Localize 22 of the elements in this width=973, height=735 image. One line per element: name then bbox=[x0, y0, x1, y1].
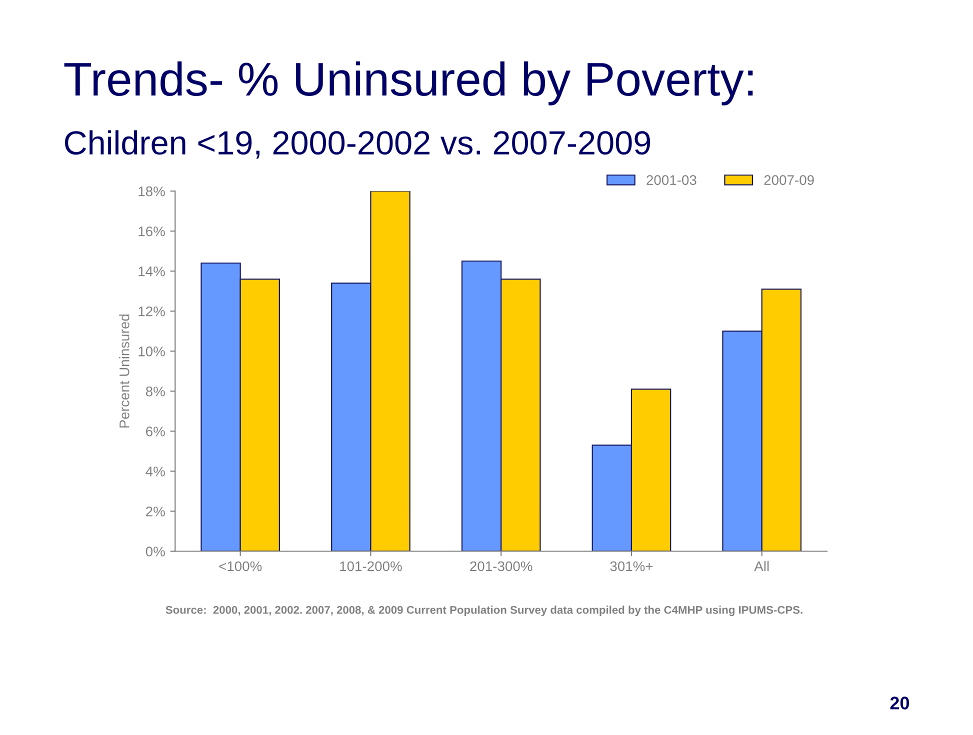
y-tick-label: 6% bbox=[146, 426, 165, 436]
x-tick-label: 201-300% bbox=[470, 561, 532, 572]
y-tick-label: 10% bbox=[138, 346, 165, 356]
y-tick-label: 8% bbox=[146, 386, 165, 396]
y-tick-label: 0% bbox=[146, 546, 165, 556]
y-tick-label: 12% bbox=[138, 306, 165, 316]
y-tick-label: 18% bbox=[138, 186, 165, 196]
legend-label: 2001-03 bbox=[646, 175, 696, 185]
chart-title: Trends- % Uninsured by Poverty: bbox=[64, 61, 753, 106]
y-tick-label: 14% bbox=[138, 266, 165, 276]
y-tick-label: 4% bbox=[146, 466, 165, 476]
x-tick-label: 301%+ bbox=[610, 561, 653, 572]
y-axis-title: Percent Uninsured bbox=[119, 314, 130, 428]
y-tick-label: 16% bbox=[138, 226, 165, 236]
x-tick-label: 101-200% bbox=[340, 561, 402, 572]
chart-subtitle: Children <19, 2000-2002 vs. 2007-2009 bbox=[64, 130, 650, 159]
y-tick-label: 2% bbox=[146, 506, 165, 516]
legend-label: 2007-09 bbox=[764, 175, 814, 185]
text: 20 bbox=[890, 696, 910, 710]
x-tick-label: <100% bbox=[219, 561, 262, 572]
x-tick-label: All bbox=[754, 560, 769, 572]
source-note: Source: 2000, 2001, 2002. 2007, 2008, & 2009 Current Population Survey data compiled by the C4MHP using IPUMS-CPS. bbox=[166, 606, 802, 616]
